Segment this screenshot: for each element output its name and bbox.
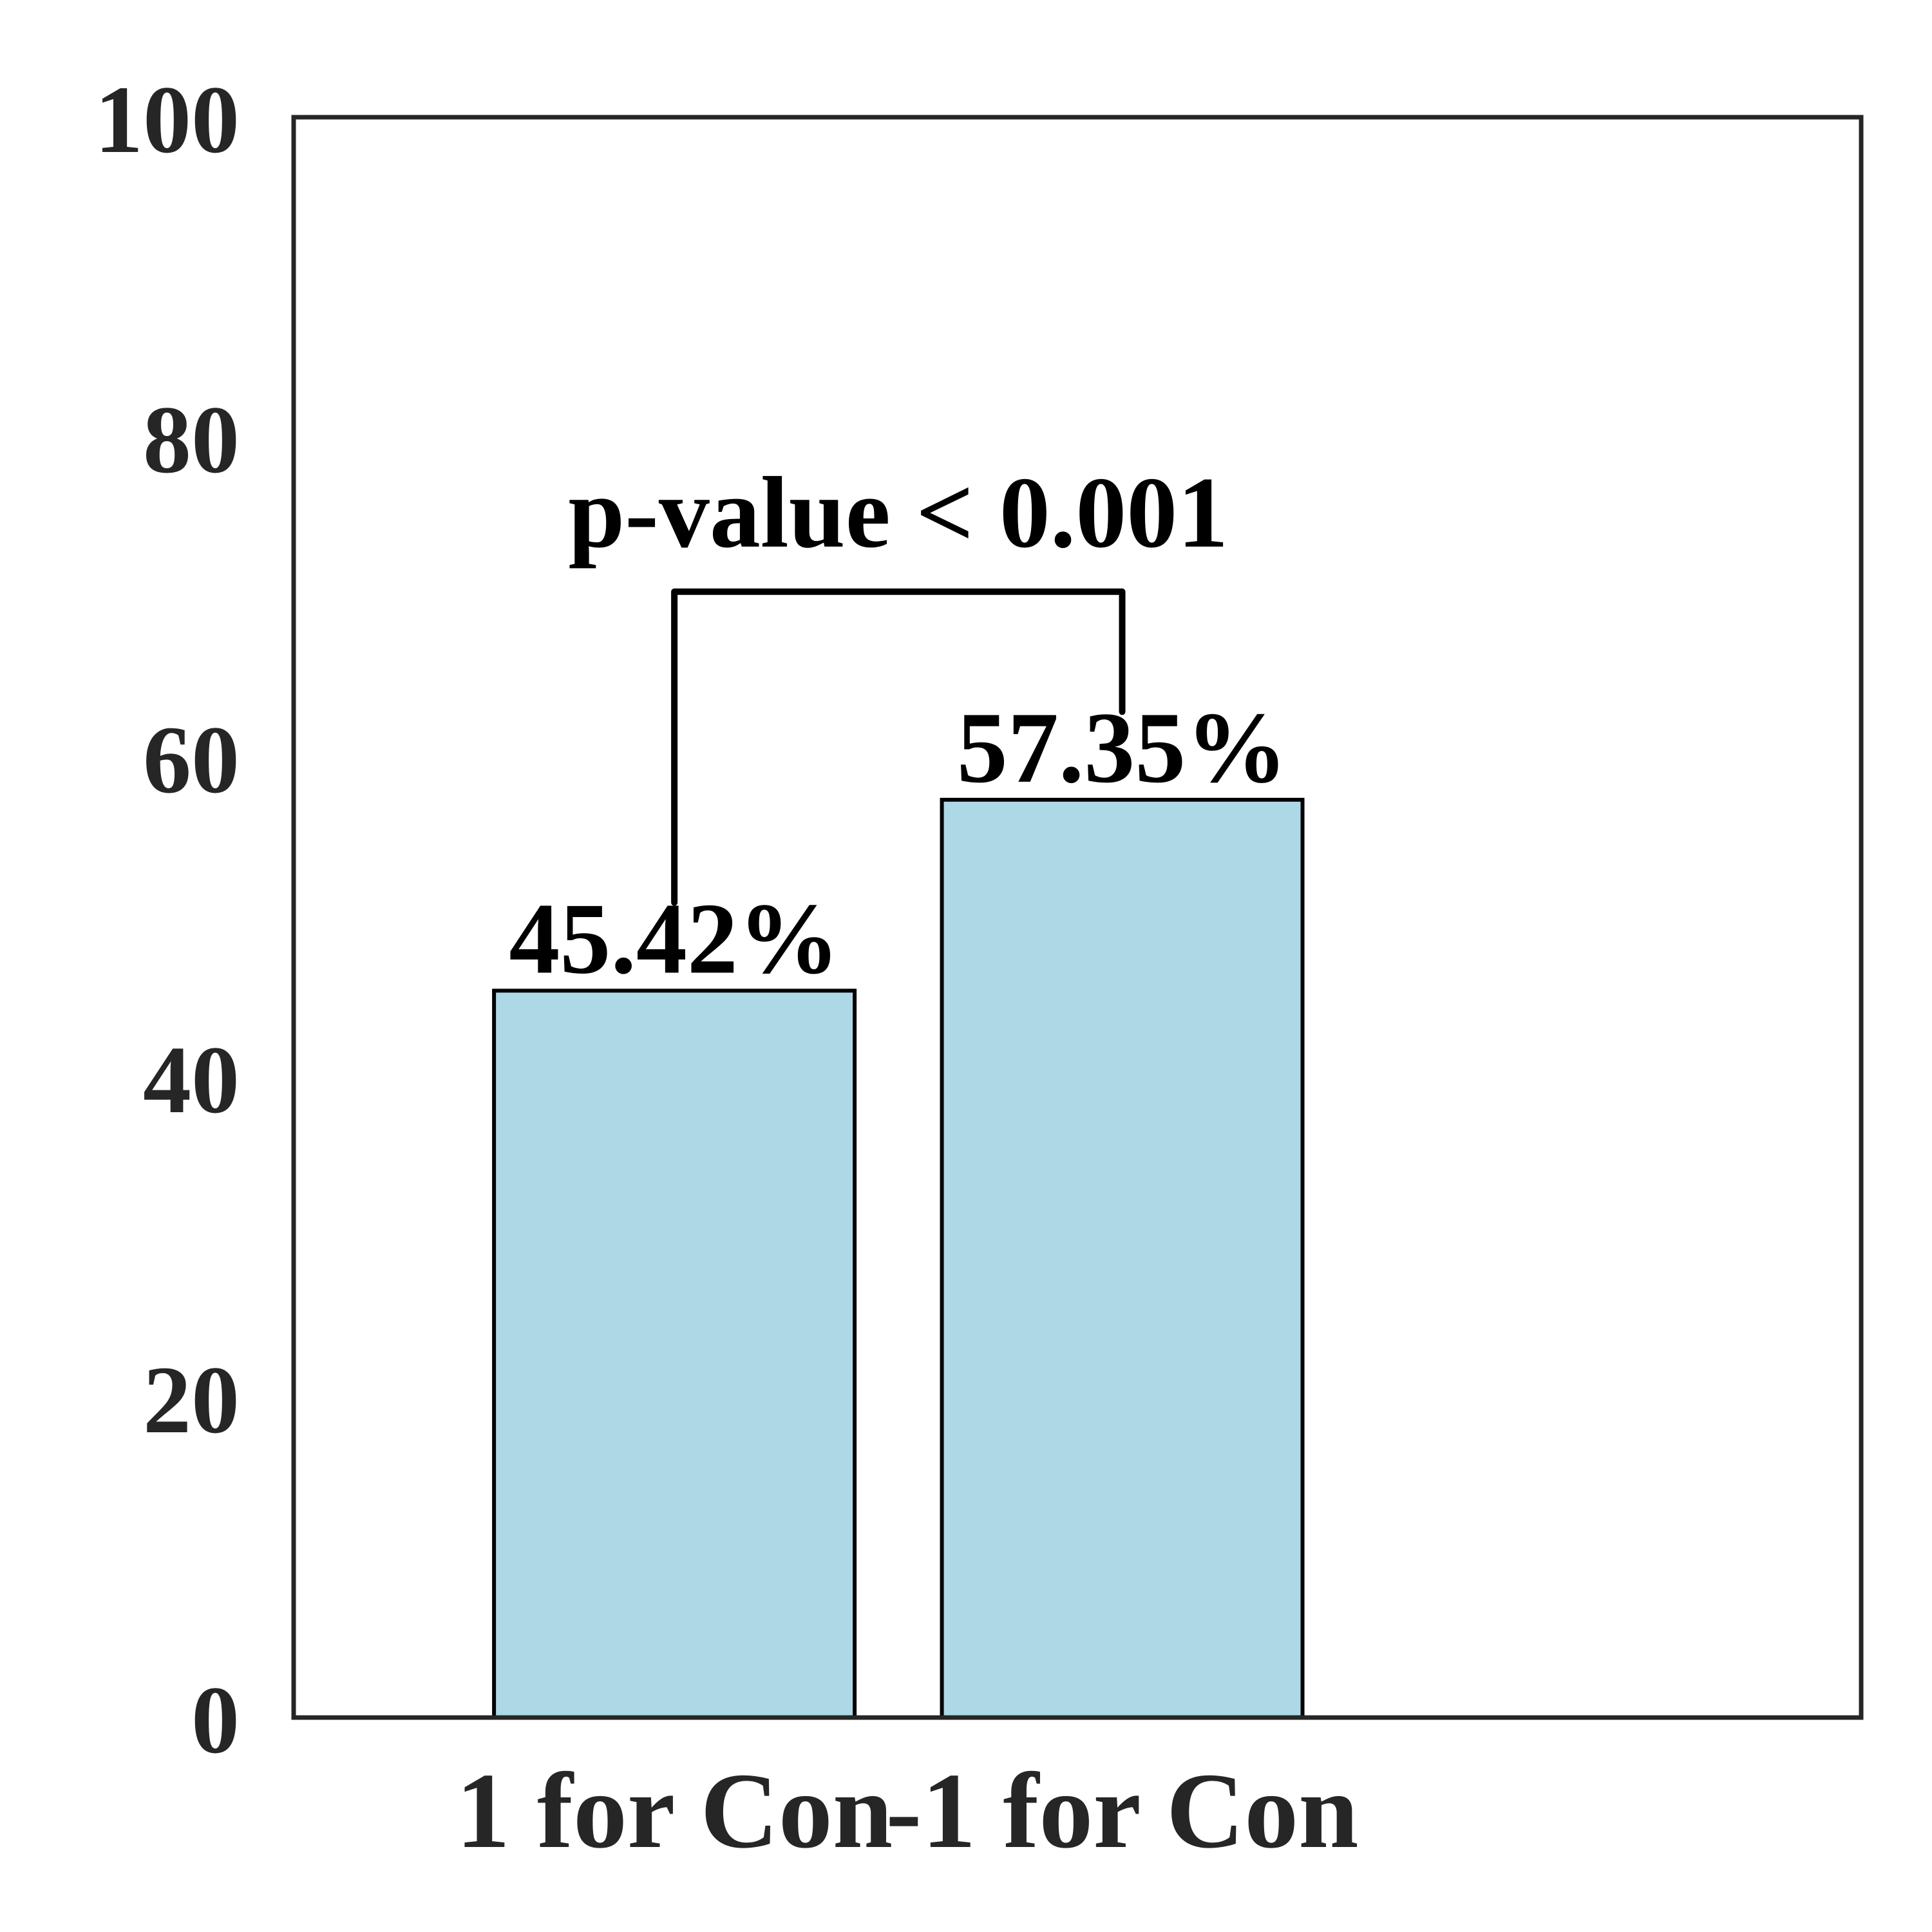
- p-value-label: p-value < 0.001: [568, 457, 1228, 569]
- y-tick-label: 40: [143, 1027, 240, 1133]
- y-tick-label: 20: [143, 1347, 240, 1454]
- y-tick-label: 60: [143, 706, 240, 813]
- bars-group: [492, 797, 1305, 1719]
- plot-frame: [291, 115, 1864, 1720]
- x-axis-ticks: 1 for Con-1 for Con: [456, 1751, 1359, 1871]
- x-tick-label: 1 for Con: [456, 1751, 893, 1871]
- significance-bracket: [671, 588, 1126, 906]
- y-tick-label: 0: [191, 1667, 240, 1774]
- bar-2: [940, 797, 1305, 1719]
- y-tick-label: 80: [143, 386, 240, 493]
- significance-annotation: p-value < 0.001: [568, 457, 1228, 906]
- y-tick-label: 100: [95, 66, 240, 173]
- x-tick-label: -1 for Con: [886, 1751, 1358, 1871]
- bar-1: [492, 989, 857, 1719]
- y-axis-ticks: 0 20 40 60 80 100: [95, 66, 240, 1774]
